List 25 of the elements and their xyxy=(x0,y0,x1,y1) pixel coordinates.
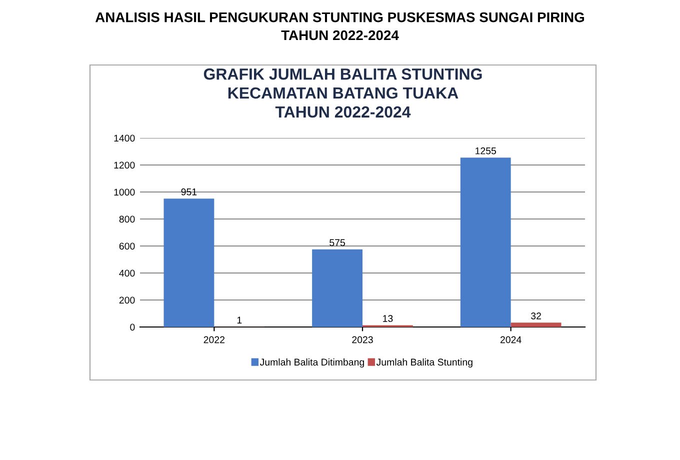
x-tick-label: 2022 xyxy=(204,336,224,344)
data-label: 951 xyxy=(181,188,197,196)
data-label: 32 xyxy=(531,312,541,320)
y-tick-label: 1400 xyxy=(114,134,135,142)
y-tick-label: 400 xyxy=(119,270,135,277)
chart-title: ANALISIS HASIL PENGUKURAN STUNTING PUSKESMAS SUNGAI PIRING TAHUN 2022-2024 xyxy=(95,12,584,40)
y-tick-label: 800 xyxy=(119,216,135,223)
bar xyxy=(510,322,562,327)
chart-subtitle: GRAFIK JUMLAH BALITA STUNTING KECAMATAN BATANG TUAKA TAHUN 2022-2024 xyxy=(204,68,482,118)
bar xyxy=(164,198,214,327)
data-label: 1 xyxy=(237,316,242,324)
data-label: 1255 xyxy=(476,147,496,154)
y-tick-label: 200 xyxy=(119,296,135,304)
x-tick-label: 2024 xyxy=(500,336,522,344)
y-tick-label: 1200 xyxy=(114,162,135,169)
y-tick-label: 0 xyxy=(130,324,135,331)
bar xyxy=(312,249,362,327)
data-label: 13 xyxy=(383,315,393,322)
legend-label: Jumlah Balita Stunting xyxy=(376,358,472,368)
legend-label: Jumlah Balita Ditimbang xyxy=(260,358,364,368)
y-tick-label: 600 xyxy=(119,242,135,250)
x-tick-label: 2023 xyxy=(352,336,373,344)
bar xyxy=(460,158,511,327)
data-label: 575 xyxy=(330,239,345,246)
y-tick-label: 1000 xyxy=(114,188,135,196)
